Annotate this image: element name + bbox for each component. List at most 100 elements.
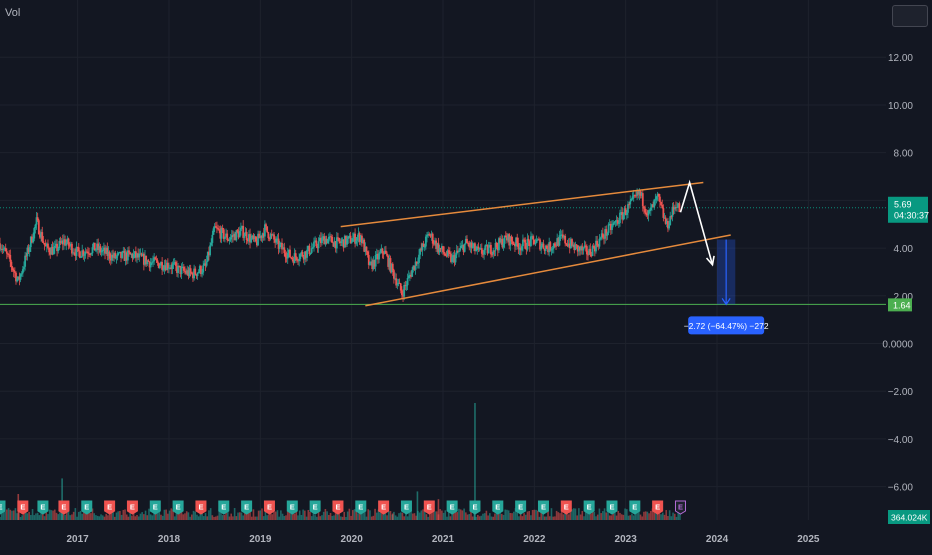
volume-bar <box>266 515 268 520</box>
earnings-marker[interactable]: E <box>17 500 29 515</box>
earnings-marker[interactable]: E <box>309 500 321 515</box>
volume-bar <box>471 516 474 520</box>
candle-body <box>212 228 215 235</box>
earnings-marker[interactable]: E <box>515 500 527 515</box>
candle-body <box>581 246 584 251</box>
earnings-marker[interactable]: E <box>58 500 70 515</box>
earnings-marker[interactable]: E <box>400 500 412 515</box>
candle-body <box>133 251 136 255</box>
candle-body <box>338 237 341 242</box>
earnings-marker[interactable]: E <box>241 500 253 515</box>
candle-body <box>350 241 353 244</box>
volume-bar <box>245 509 248 520</box>
chart-settings-box[interactable] <box>892 5 928 27</box>
earnings-marker[interactable]: E <box>492 500 504 515</box>
earnings-marker-shape <box>606 500 618 515</box>
candle-body <box>499 238 501 243</box>
earnings-marker[interactable]: E <box>37 500 49 515</box>
candle-body <box>0 243 1 250</box>
volume-bar <box>105 513 107 520</box>
volume-bar <box>516 509 519 520</box>
earnings-marker-label: E <box>495 503 500 512</box>
earnings-marker[interactable]: E <box>126 500 138 515</box>
earnings-marker[interactable]: E <box>195 500 207 515</box>
earnings-marker[interactable]: E <box>674 500 686 515</box>
candle-body <box>265 224 267 227</box>
candle-body <box>80 256 82 258</box>
earnings-marker[interactable]: E <box>81 500 93 515</box>
earnings-marker[interactable]: E <box>560 500 572 515</box>
candle-body <box>614 221 617 223</box>
candle-body <box>63 239 65 245</box>
candle-body <box>390 263 393 273</box>
volume-bar <box>504 509 507 520</box>
volume-bar <box>81 513 84 520</box>
earnings-marker[interactable]: E <box>446 500 458 515</box>
candle-body <box>463 243 466 252</box>
earnings-marker[interactable]: E <box>652 500 664 515</box>
earnings-marker[interactable]: E <box>378 500 390 515</box>
earnings-marker-label: E <box>564 503 569 512</box>
volume-bar <box>310 516 313 520</box>
earnings-marker[interactable]: E <box>606 500 618 515</box>
volume-bar <box>125 514 128 520</box>
candle-body <box>557 238 560 246</box>
earnings-marker-label: E <box>84 503 89 512</box>
volume-bar <box>345 516 347 520</box>
volume-bar <box>374 508 376 520</box>
volume-bar <box>211 515 214 520</box>
earnings-marker[interactable]: E <box>218 500 230 515</box>
candle-body <box>677 203 680 207</box>
candle-body <box>324 238 327 245</box>
candle-body <box>259 235 262 239</box>
volume-bar <box>439 509 441 520</box>
earnings-marker[interactable]: E <box>149 500 161 515</box>
candle-body <box>279 242 282 245</box>
earnings-marker[interactable]: E <box>469 500 481 515</box>
volume-bar <box>163 509 166 520</box>
earnings-marker[interactable]: E <box>583 500 595 515</box>
volume-bar <box>490 516 493 520</box>
candle-body <box>430 233 433 236</box>
volume-bar <box>101 515 104 520</box>
candle-body <box>482 253 484 255</box>
earnings-marker[interactable]: E <box>355 500 367 515</box>
volume-bar <box>95 515 97 520</box>
y-tick-label: −4.00 <box>888 435 914 446</box>
earnings-markers[interactable]: EEEEEEEEEEEEEEEEEEEEEEEEEEEEEEE <box>0 500 686 515</box>
drawings[interactable]: −2.72 (−64.47%) −272 <box>340 179 769 335</box>
volume-bar <box>523 513 525 520</box>
candle-body <box>141 253 144 257</box>
candle-body <box>130 254 133 256</box>
earnings-marker[interactable]: E <box>172 500 184 515</box>
volume-bar <box>329 513 332 520</box>
y-tick-label: −2.00 <box>888 387 914 398</box>
earnings-marker[interactable]: E <box>104 500 116 515</box>
volume-bar <box>386 515 388 520</box>
candle-body <box>394 278 396 280</box>
candle-body <box>42 241 45 244</box>
candle-body <box>448 252 451 255</box>
earnings-marker[interactable]: E <box>263 500 275 515</box>
earnings-marker[interactable]: E <box>537 500 549 515</box>
earnings-marker[interactable]: E <box>423 500 435 515</box>
candle-body <box>93 242 96 251</box>
volume-bar <box>249 509 251 520</box>
candle-body <box>621 212 624 220</box>
candle-body <box>155 259 158 261</box>
candle-body <box>470 242 473 248</box>
earnings-marker[interactable]: E <box>629 500 641 515</box>
candle-body <box>605 229 608 236</box>
earnings-marker[interactable]: E <box>0 500 6 515</box>
candle-body <box>291 257 294 260</box>
earnings-marker[interactable]: E <box>332 500 344 515</box>
volume-bar <box>290 510 292 520</box>
volume-label: Vol <box>5 7 21 19</box>
volume-bar <box>411 513 414 520</box>
candle-body <box>530 236 532 247</box>
earnings-marker[interactable]: E <box>286 500 298 515</box>
volume-bar <box>670 516 673 520</box>
volume-bar <box>76 516 78 520</box>
